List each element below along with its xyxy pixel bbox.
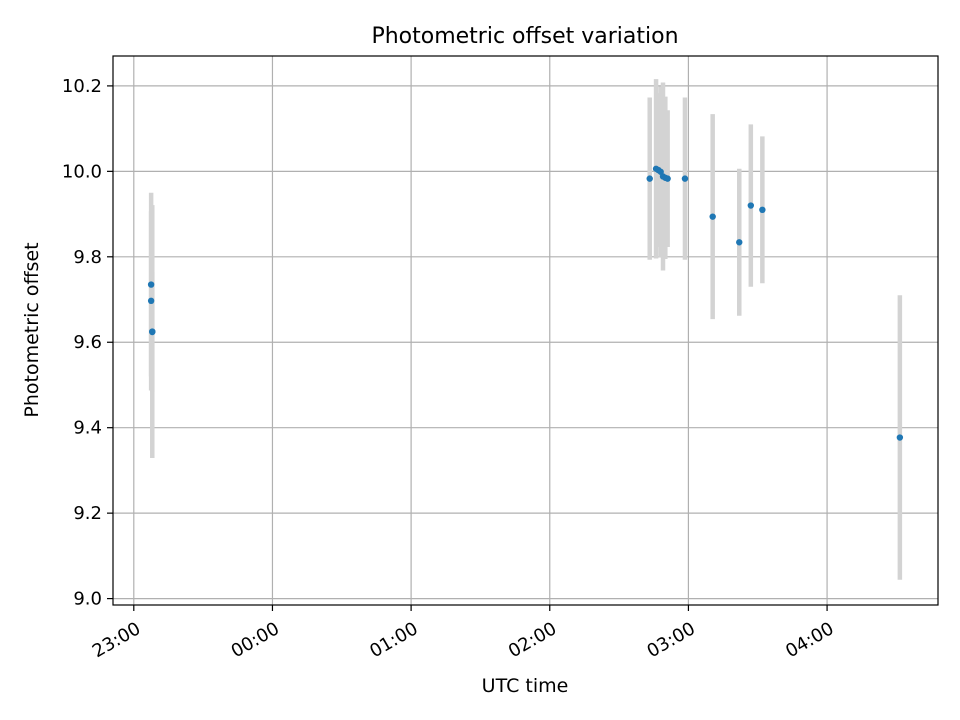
y-tick-label: 9.0 <box>73 589 102 610</box>
data-point <box>759 206 766 214</box>
data-point <box>896 434 904 441</box>
chart-title: Photometric offset variation <box>371 24 678 49</box>
data-point <box>646 175 653 182</box>
y-tick-label: 9.6 <box>73 332 102 353</box>
data-point <box>681 175 689 182</box>
data-points <box>147 165 904 441</box>
data-point <box>664 175 671 182</box>
y-tick-label: 10.2 <box>62 76 102 97</box>
y-tick-label: 9.4 <box>73 418 102 439</box>
data-point <box>147 297 155 305</box>
data-point <box>709 213 716 220</box>
y-axis-label: Photometric offset <box>21 242 43 417</box>
y-tick-label: 9.2 <box>73 503 102 524</box>
y-tick-label: 10.0 <box>62 161 102 182</box>
y-tick-label: 9.8 <box>73 247 102 268</box>
grid-lines <box>113 56 938 605</box>
x-axis-label: UTC time <box>482 675 569 697</box>
data-point <box>147 281 155 288</box>
data-point <box>747 202 755 209</box>
data-point <box>736 239 743 246</box>
data-point <box>149 328 156 336</box>
plot-frame <box>112 55 939 606</box>
y-axis-ticks: 9.0 9.2 9.4 9.6 9.8 10.0 10.2 <box>62 76 113 610</box>
